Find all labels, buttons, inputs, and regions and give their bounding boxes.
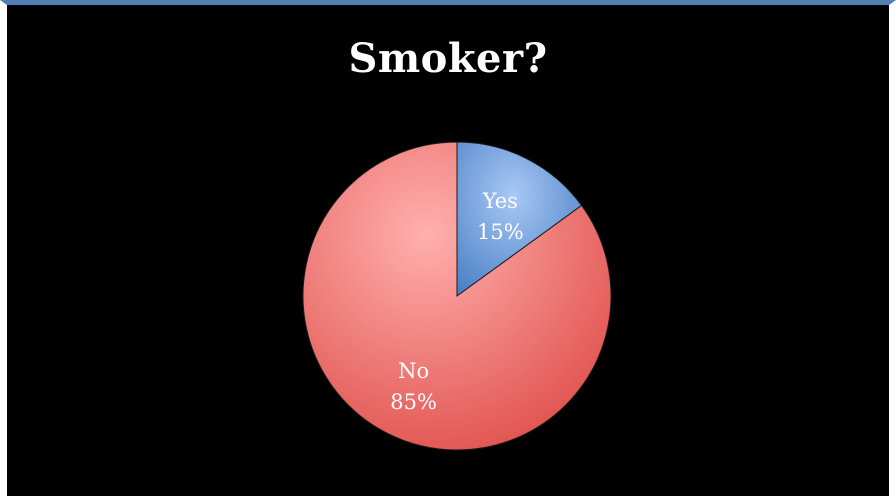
slice-category-label: Yes <box>482 189 518 213</box>
slice-percent-label: 85% <box>390 390 437 414</box>
pie-labels: Yes 15% No 85% <box>390 189 523 414</box>
pie-slice-yes <box>456 141 583 297</box>
chart-title: Smoker? <box>348 35 548 82</box>
pie-slices <box>302 141 612 451</box>
pie-slice-no <box>302 141 612 451</box>
slice-category-label: No <box>398 359 429 383</box>
slice-percent-label: 15% <box>477 220 524 244</box>
